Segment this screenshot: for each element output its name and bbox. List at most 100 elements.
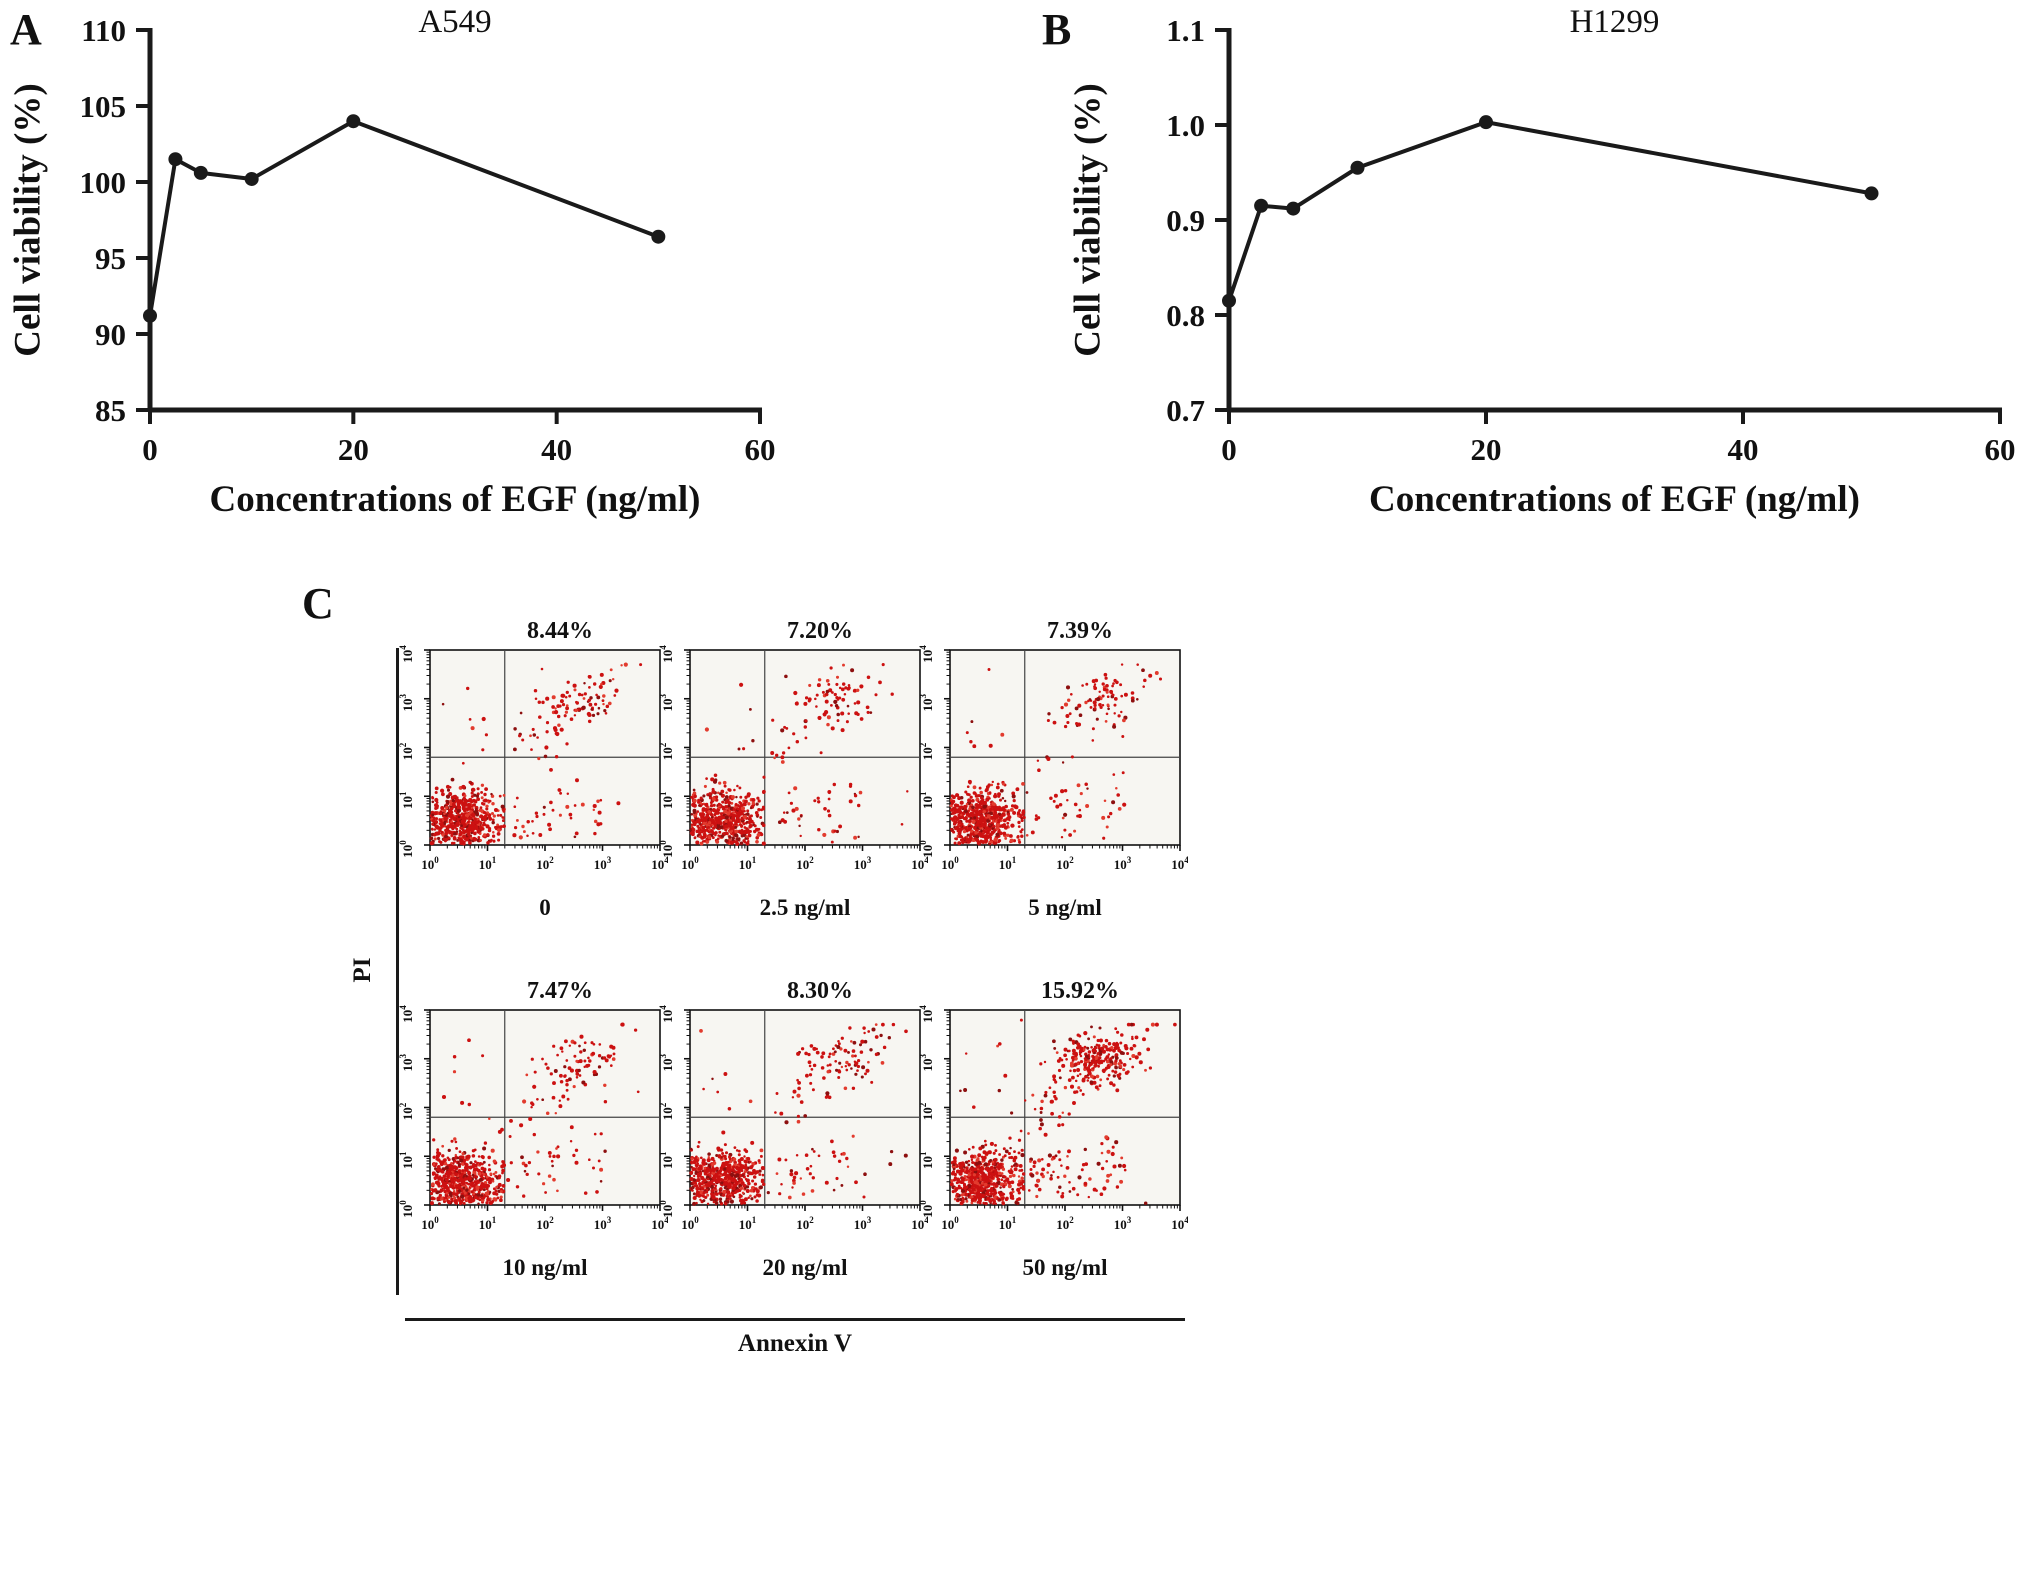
svg-text:104: 104 bbox=[651, 1215, 668, 1232]
svg-text:95: 95 bbox=[95, 241, 126, 276]
svg-text:104: 104 bbox=[658, 1005, 675, 1023]
svg-text:102: 102 bbox=[536, 1215, 554, 1232]
svg-text:0: 0 bbox=[1221, 432, 1237, 467]
svg-text:40: 40 bbox=[541, 432, 572, 467]
svg-text:102: 102 bbox=[536, 855, 554, 872]
svg-text:0.8: 0.8 bbox=[1166, 298, 1205, 333]
chart-b-title: H1299 bbox=[1569, 4, 1660, 40]
svg-text:102: 102 bbox=[658, 742, 675, 760]
panel-b-letter: B bbox=[1042, 5, 1072, 54]
svg-text:0.9: 0.9 bbox=[1166, 203, 1205, 238]
svg-text:102: 102 bbox=[796, 1215, 814, 1232]
svg-text:101: 101 bbox=[398, 1151, 415, 1169]
svg-text:103: 103 bbox=[398, 1054, 415, 1072]
chart-a-xlabel: Concentrations of EGF (ng/ml) bbox=[209, 479, 701, 520]
svg-text:104: 104 bbox=[1171, 1215, 1188, 1232]
svg-text:60: 60 bbox=[745, 432, 776, 467]
svg-text:100: 100 bbox=[658, 840, 675, 858]
svg-text:100: 100 bbox=[681, 1215, 699, 1232]
svg-text:104: 104 bbox=[398, 1005, 415, 1023]
svg-text:103: 103 bbox=[854, 855, 872, 872]
flow-plot-3: 100 100 101 101 102 102 103 103 104 104 bbox=[398, 1005, 668, 1232]
svg-text:101: 101 bbox=[398, 791, 415, 809]
line-chart-a549: 85 90 95 100 105 110 0 20 40 60 bbox=[80, 13, 776, 467]
svg-text:110: 110 bbox=[81, 13, 126, 48]
svg-text:102: 102 bbox=[1056, 1215, 1074, 1232]
svg-text:85: 85 bbox=[95, 393, 126, 428]
flow-cond-2: 5 ng/ml bbox=[1028, 895, 1102, 920]
flow-pct-3: 7.47% bbox=[527, 978, 593, 1004]
svg-text:100: 100 bbox=[398, 840, 415, 858]
svg-text:60: 60 bbox=[1985, 432, 2016, 467]
svg-text:105: 105 bbox=[80, 89, 127, 124]
svg-text:103: 103 bbox=[918, 1054, 935, 1072]
svg-text:101: 101 bbox=[918, 1151, 935, 1169]
svg-text:0.7: 0.7 bbox=[1166, 393, 1205, 428]
flow-pct-2: 7.39% bbox=[1047, 618, 1113, 644]
svg-text:104: 104 bbox=[398, 645, 415, 663]
svg-text:100: 100 bbox=[681, 855, 699, 872]
flow-plot-4: 100 100 101 101 102 102 103 103 104 104 bbox=[658, 1005, 928, 1232]
annexin-axis-line bbox=[405, 1318, 1185, 1321]
flow-plot-1: 100 100 101 101 102 102 103 103 104 104 bbox=[658, 645, 928, 872]
pi-axis-label: PI bbox=[349, 957, 376, 983]
svg-text:103: 103 bbox=[658, 694, 675, 712]
svg-text:90: 90 bbox=[95, 317, 126, 352]
svg-text:104: 104 bbox=[1171, 855, 1188, 872]
svg-text:103: 103 bbox=[918, 694, 935, 712]
svg-text:104: 104 bbox=[658, 645, 675, 663]
svg-text:103: 103 bbox=[1114, 1215, 1132, 1232]
svg-text:101: 101 bbox=[739, 1215, 757, 1232]
svg-text:1.1: 1.1 bbox=[1166, 13, 1205, 48]
svg-text:101: 101 bbox=[918, 791, 935, 809]
svg-text:100: 100 bbox=[941, 1215, 959, 1232]
chart-b-ylabel: Cell viability (%) bbox=[1067, 83, 1109, 357]
svg-text:100: 100 bbox=[918, 1200, 935, 1218]
svg-text:101: 101 bbox=[999, 1215, 1017, 1232]
svg-text:100: 100 bbox=[658, 1200, 675, 1218]
flow-cond-3: 10 ng/ml bbox=[502, 1255, 588, 1280]
flow-plot-0: 100 100 101 101 102 102 103 103 104 104 bbox=[398, 645, 668, 872]
svg-text:103: 103 bbox=[658, 1054, 675, 1072]
annexin-axis-label: Annexin V bbox=[737, 1330, 853, 1357]
svg-text:101: 101 bbox=[479, 855, 497, 872]
panel-a-letter: A bbox=[10, 5, 42, 54]
svg-text:101: 101 bbox=[658, 1151, 675, 1169]
pi-axis-line bbox=[396, 648, 399, 1295]
svg-text:104: 104 bbox=[918, 645, 935, 663]
svg-text:103: 103 bbox=[398, 694, 415, 712]
svg-text:101: 101 bbox=[479, 1215, 497, 1232]
svg-text:104: 104 bbox=[918, 1005, 935, 1023]
svg-text:102: 102 bbox=[796, 855, 814, 872]
svg-text:20: 20 bbox=[338, 432, 369, 467]
svg-text:100: 100 bbox=[398, 1200, 415, 1218]
svg-text:102: 102 bbox=[658, 1102, 675, 1120]
svg-text:104: 104 bbox=[911, 855, 928, 872]
svg-text:100: 100 bbox=[421, 855, 439, 872]
flow-cond-4: 20 ng/ml bbox=[762, 1255, 848, 1280]
svg-text:102: 102 bbox=[918, 742, 935, 760]
svg-text:1.0: 1.0 bbox=[1166, 108, 1205, 143]
svg-text:100: 100 bbox=[941, 855, 959, 872]
chart-a-title: A549 bbox=[418, 4, 492, 40]
svg-text:104: 104 bbox=[651, 855, 668, 872]
svg-text:101: 101 bbox=[999, 855, 1017, 872]
flow-pct-1: 7.20% bbox=[787, 618, 853, 644]
svg-text:103: 103 bbox=[854, 1215, 872, 1232]
flow-plot-5: 100 100 101 101 102 102 103 103 104 104 bbox=[918, 1005, 1188, 1232]
svg-text:101: 101 bbox=[739, 855, 757, 872]
svg-text:102: 102 bbox=[398, 742, 415, 760]
flow-cond-5: 50 ng/ml bbox=[1022, 1255, 1108, 1280]
svg-text:101: 101 bbox=[658, 791, 675, 809]
svg-text:103: 103 bbox=[1114, 855, 1132, 872]
flow-pct-4: 8.30% bbox=[787, 978, 853, 1004]
svg-text:102: 102 bbox=[398, 1102, 415, 1120]
svg-text:102: 102 bbox=[918, 1102, 935, 1120]
svg-text:103: 103 bbox=[594, 855, 612, 872]
flow-pct-5: 15.92% bbox=[1041, 978, 1119, 1004]
svg-text:40: 40 bbox=[1728, 432, 1759, 467]
svg-text:100: 100 bbox=[421, 1215, 439, 1232]
line-chart-h1299: 0.7 0.8 0.9 1.0 1.1 0 20 40 60 bbox=[1166, 13, 2016, 467]
chart-a-ylabel: Cell viability (%) bbox=[7, 83, 49, 357]
